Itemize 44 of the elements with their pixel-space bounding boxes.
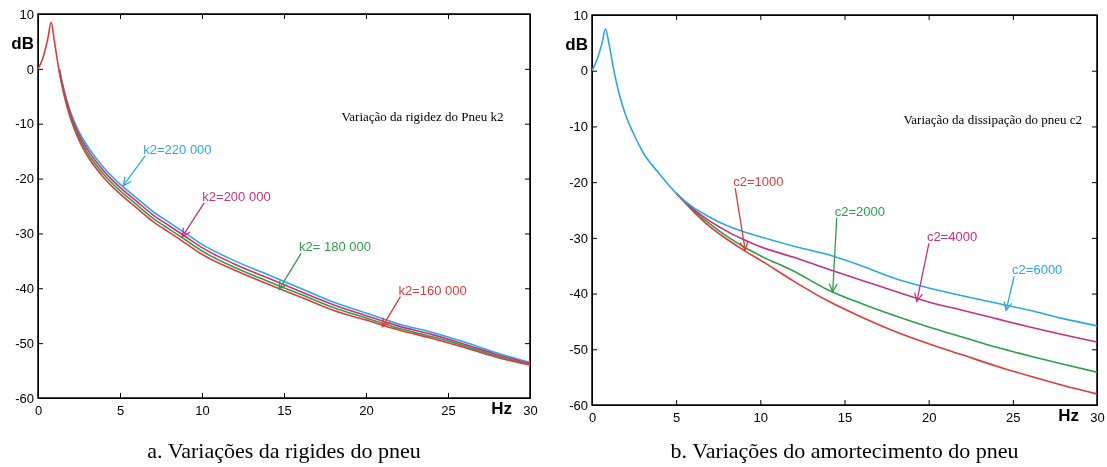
y-axis-title: dB	[11, 34, 34, 53]
text: Variação da rigidez do Pneu k2	[341, 108, 504, 124]
annotation: c2=1000	[733, 174, 784, 190]
x-tick-label: 5	[116, 403, 125, 419]
annotation: k2=200 000	[202, 188, 271, 204]
y-axis-title: dB	[565, 35, 588, 54]
y-tick-label: -10	[569, 119, 588, 135]
x-tick-label: 30	[523, 403, 538, 419]
annotation: k2= 180 000	[299, 239, 372, 255]
x-tick-label: 10	[195, 403, 210, 419]
x-axis-title: Hz	[491, 399, 512, 418]
y-tick-label: -10	[15, 116, 34, 132]
y-tick-label: -20	[569, 174, 588, 190]
annotation: c2=4000	[926, 229, 978, 245]
y-tick-label: -60	[569, 397, 588, 413]
text: Variação da dissipação do pneu c2	[903, 111, 1083, 127]
y-tick-label: -20	[15, 171, 34, 187]
y-tick-label: -30	[15, 226, 34, 242]
y-tick-label: -50	[569, 341, 588, 357]
y-tick-label: -60	[15, 390, 34, 406]
x-tick-label: 20	[921, 410, 937, 426]
y-tick-label: 0	[580, 63, 588, 79]
annotation: k2=220 000	[143, 141, 212, 157]
y-tick-label: 10	[19, 6, 34, 22]
x-tick-label: 15	[837, 410, 853, 426]
text: a. Variações da rigides do pneu	[147, 438, 421, 463]
x-tick-label: 5	[673, 410, 681, 426]
x-tick-label: 10	[753, 410, 769, 426]
y-tick-label: 10	[573, 7, 588, 23]
y-tick-label: -50	[15, 335, 34, 351]
y-tick-label: 0	[26, 61, 34, 77]
x-tick-label: 20	[359, 403, 374, 419]
annotation: c2=2000	[834, 203, 885, 219]
x-tick-label: 25	[441, 403, 456, 419]
y-tick-label: -40	[569, 286, 588, 302]
x-tick-label: 25	[1006, 410, 1021, 426]
annotation: c2=6000	[1012, 262, 1063, 278]
y-tick-label: -30	[569, 230, 588, 246]
annotation: k2=160 000	[398, 282, 467, 298]
x-tick-label: 15	[277, 403, 292, 419]
text: b. Variações do amortecimento do pneu	[670, 438, 1019, 463]
y-tick-label: -40	[15, 280, 34, 296]
x-axis-title: Hz	[1058, 406, 1079, 425]
x-tick-label: 30	[1090, 410, 1105, 426]
